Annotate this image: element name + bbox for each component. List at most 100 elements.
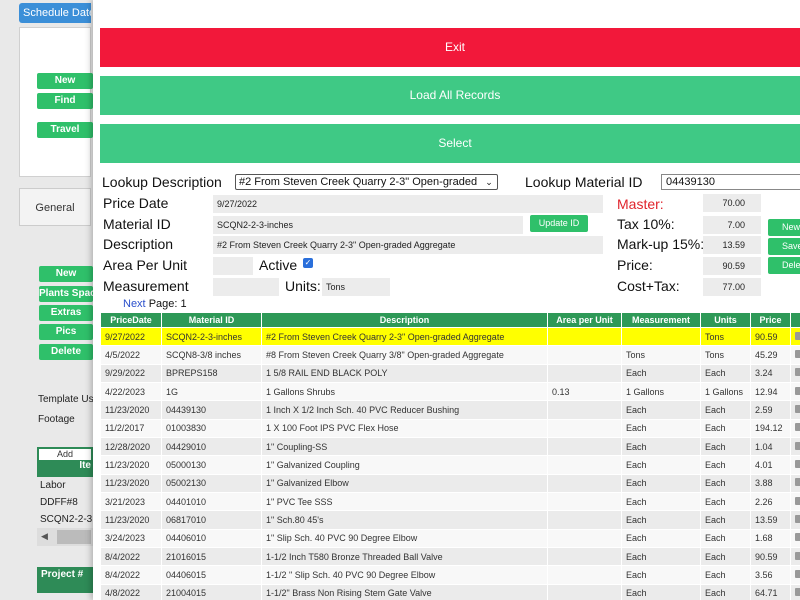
active-checkbox[interactable]: ✓ xyxy=(303,258,313,268)
table-cell: Each xyxy=(621,473,701,494)
lookup-material-input[interactable]: 04439130 xyxy=(661,174,800,190)
scroll-left-icon[interactable]: ◀ xyxy=(41,531,48,541)
next-page-link[interactable]: Next xyxy=(123,298,146,310)
col-measurement[interactable]: Measurement xyxy=(621,312,701,328)
row-action-icon[interactable] xyxy=(795,460,800,469)
table-row[interactable]: 4/8/2022 21004015 1-1/2" Brass Non Rising … xyxy=(100,583,800,600)
table-cell: SCQN2-2-3-inches xyxy=(161,326,262,347)
table-row[interactable]: 9/29/2022 BPREPS158 1 5/8 RAIL END BLACK P… xyxy=(100,363,800,384)
table-row[interactable]: 3/21/2023 04401010 1" PVC Tee SSS Each Each 2… xyxy=(100,492,800,512)
table-cell: 13.59 xyxy=(750,510,791,530)
table-row[interactable]: 11/23/2020 05002130 1" Galvanized Elbow Eac… xyxy=(100,473,800,494)
save-button[interactable]: Save xyxy=(768,238,800,255)
col-pricedate[interactable]: PriceDate xyxy=(100,312,162,328)
table-row[interactable]: 11/23/2020 06817010 1" Sch.80 45's Each Each… xyxy=(100,510,800,530)
measurement-field[interactable] xyxy=(213,278,279,296)
lookup-description-select[interactable]: #2 From Steven Creek Quarry 2-3" Open-gr… xyxy=(235,174,498,190)
table-cell: 04406010 xyxy=(161,528,262,549)
table-cell: 06817010 xyxy=(161,510,262,530)
master-field[interactable]: 70.00 xyxy=(703,194,761,212)
scroll-thumb[interactable] xyxy=(57,530,91,544)
table-row[interactable]: 4/5/2022 SCQN8-3/8 inches #8 From Steven C… xyxy=(100,345,800,365)
table-cell: 05000130 xyxy=(161,455,262,475)
col-material-id[interactable]: Material ID xyxy=(161,312,262,328)
table-row[interactable]: 12/28/2020 04429010 1" Coupling-SS Each Each… xyxy=(100,437,800,457)
add-item-button[interactable]: Add xyxy=(39,449,91,460)
price-date-field[interactable]: 9/27/2022 xyxy=(213,195,603,213)
units-field[interactable]: Tons xyxy=(322,278,390,296)
row-action-icon[interactable] xyxy=(795,331,800,340)
table-cell: Each xyxy=(700,418,751,439)
table-row[interactable]: 9/27/2022 SCQN2-2-3-inches #2 From Steven … xyxy=(100,326,800,347)
extras-button[interactable]: Extras xyxy=(39,305,93,321)
footage-label: Footage xyxy=(38,414,75,425)
table-row[interactable]: 8/4/2022 04406015 1-1/2 " Slip Sch. 40 PVC… xyxy=(100,565,800,585)
table-cell xyxy=(547,473,622,494)
select-button[interactable]: Select xyxy=(100,124,800,163)
row-action-icon[interactable] xyxy=(795,405,800,414)
area-per-unit-field[interactable] xyxy=(213,257,253,275)
plants-space-button[interactable]: Plants Space xyxy=(39,286,93,302)
markup-field[interactable]: 13.59 xyxy=(703,236,761,254)
active-label: Active xyxy=(259,257,298,273)
table-row[interactable]: 11/23/2020 04439130 1 Inch X 1/2 Inch Sch.… xyxy=(100,400,800,420)
table-row[interactable]: 3/24/2023 04406010 1" Slip Sch. 40 PVC 90 … xyxy=(100,528,800,549)
col-units[interactable]: Units xyxy=(700,312,751,328)
row-action-icon[interactable] xyxy=(795,533,800,542)
table-cell: BPREPS158 xyxy=(161,363,262,384)
exit-button[interactable]: Exit xyxy=(100,28,800,67)
col-a[interactable]: A xyxy=(790,312,800,328)
material-id-field[interactable]: SCQN2-2-3-inches xyxy=(213,216,523,234)
chevron-down-icon[interactable]: ⌄ xyxy=(483,175,495,189)
table-cell: Each xyxy=(700,528,751,549)
bg-find-button[interactable]: Find xyxy=(37,93,93,109)
row-action-icon[interactable] xyxy=(795,496,800,505)
row-action-icon[interactable] xyxy=(795,588,800,597)
item-scqn2[interactable]: SCQN2-2-3-i xyxy=(40,514,92,525)
row-action-icon[interactable] xyxy=(795,441,800,450)
bg-delete-button[interactable]: Delete xyxy=(39,344,93,360)
table-cell: 4/8/2022 xyxy=(100,583,162,600)
table-cell: 1 Inch X 1/2 Inch Sch. 40 PVC Reducer Bu… xyxy=(261,400,548,420)
table-row[interactable]: 4/22/2023 1G 1 Gallons Shrubs 0.13 1 Gallons… xyxy=(100,382,800,402)
description-field[interactable]: #2 From Steven Creek Quarry 2-3" Open-gr… xyxy=(213,236,603,254)
load-all-records-button[interactable]: Load All Records xyxy=(100,76,800,115)
cost-tax-field[interactable]: 77.00 xyxy=(703,278,761,296)
table-cell: 21016015 xyxy=(161,547,262,567)
bg-travel-button[interactable]: Travel xyxy=(37,122,93,138)
row-action-icon[interactable] xyxy=(795,386,800,395)
table-row[interactable]: 11/2/2017 01003830 1 X 100 Foot IPS PVC Fl… xyxy=(100,418,800,439)
horizontal-scrollbar[interactable]: ◀ xyxy=(37,528,93,546)
table-cell xyxy=(547,345,622,365)
col-description[interactable]: Description xyxy=(261,312,548,328)
row-action-icon[interactable] xyxy=(795,350,800,359)
table-cell: Each xyxy=(700,437,751,457)
tax-field[interactable]: 7.00 xyxy=(703,216,761,234)
update-id-button[interactable]: Update ID xyxy=(530,215,588,232)
general-tab[interactable]: General xyxy=(19,188,91,226)
items-header: Add Ite xyxy=(37,447,93,477)
row-action-icon[interactable] xyxy=(795,570,800,579)
schedule-date-tab[interactable]: Schedule Date xyxy=(19,3,91,23)
col-price[interactable]: Price xyxy=(750,312,791,328)
new-button[interactable]: New xyxy=(768,219,800,236)
pics-button[interactable]: Pics xyxy=(39,324,93,340)
bg-new2-button[interactable]: New xyxy=(39,266,93,282)
row-action-icon[interactable] xyxy=(795,368,800,377)
bg-new-button[interactable]: New xyxy=(37,73,93,89)
price-field[interactable]: 90.59 xyxy=(703,257,761,275)
table-cell: 3/21/2023 xyxy=(100,492,162,512)
table-row[interactable]: 11/23/2020 05000130 1" Galvanized Coupling… xyxy=(100,455,800,475)
row-action-icon[interactable] xyxy=(795,551,800,560)
item-labor[interactable]: Labor xyxy=(40,480,66,491)
table-cell: Each xyxy=(621,583,701,600)
table-cell: Tons xyxy=(700,345,751,365)
col-area-per-unit[interactable]: Area per Unit xyxy=(547,312,622,328)
row-action-icon[interactable] xyxy=(795,478,800,487)
row-action-icon[interactable] xyxy=(795,515,800,524)
row-action-icon[interactable] xyxy=(795,423,800,432)
table-row[interactable]: 8/4/2022 21016015 1-1/2 Inch T580 Bronze T… xyxy=(100,547,800,567)
item-ddff8[interactable]: DDFF#8 xyxy=(40,497,78,508)
delete-button[interactable]: Delete xyxy=(768,257,800,274)
row-action-cell xyxy=(790,528,800,549)
